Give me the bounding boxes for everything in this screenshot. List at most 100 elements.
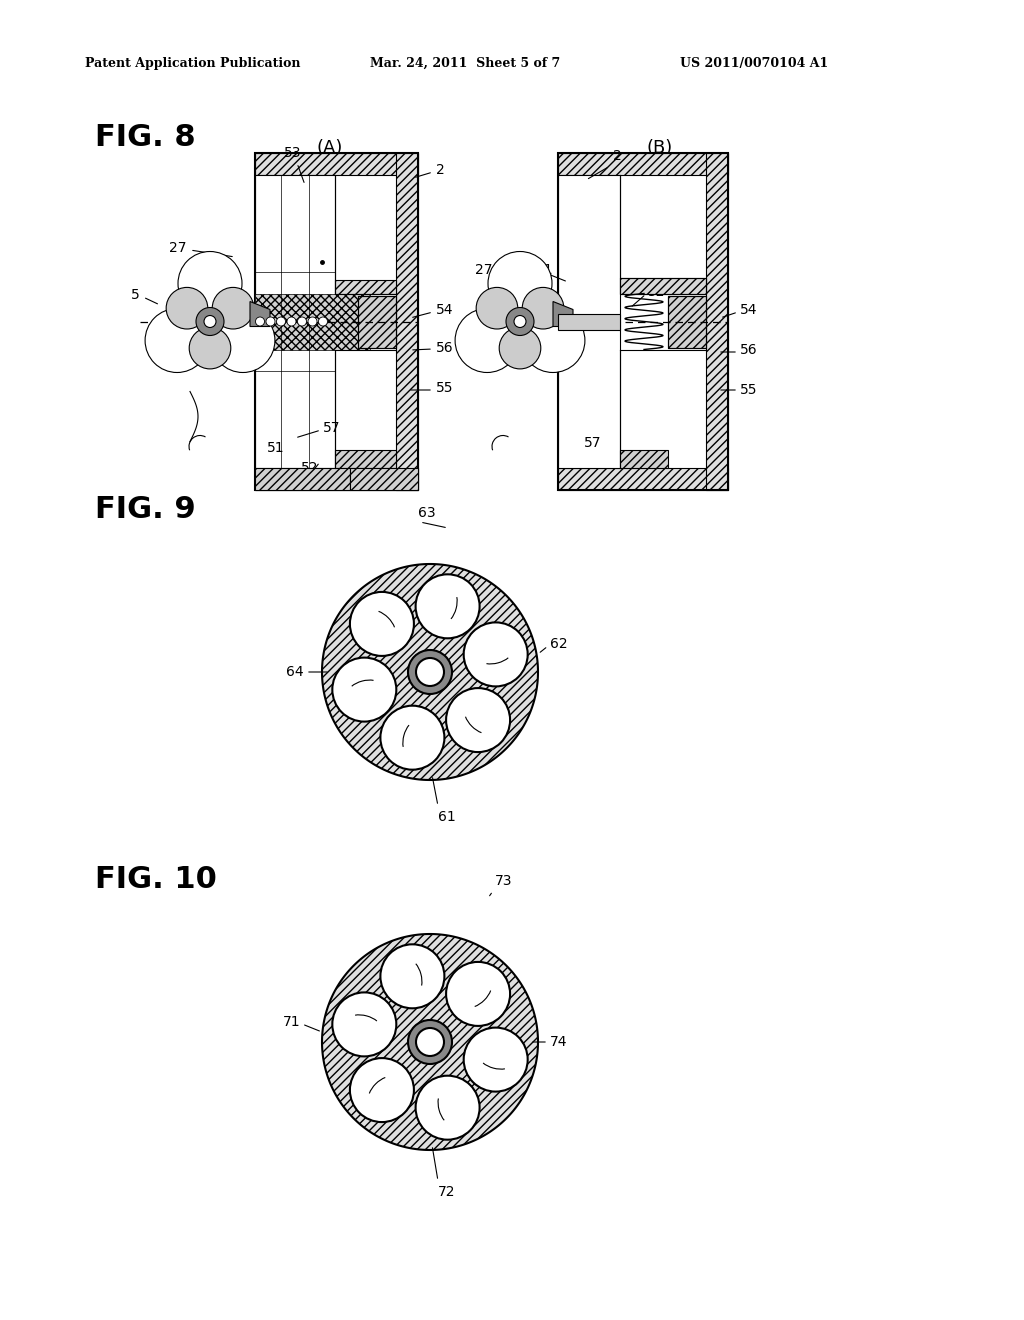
Text: 5: 5 [459,348,468,362]
Circle shape [464,1027,527,1092]
Text: 72: 72 [438,1185,456,1199]
Circle shape [408,649,452,694]
Polygon shape [553,301,573,326]
Circle shape [416,1028,444,1056]
Text: 27: 27 [170,242,187,255]
Text: 51: 51 [536,263,554,277]
Circle shape [196,308,224,335]
Circle shape [446,688,510,752]
Text: 57: 57 [585,436,602,450]
Circle shape [506,308,534,335]
Circle shape [178,252,242,315]
Bar [255,469,350,490]
Circle shape [408,1020,452,1064]
Circle shape [166,288,208,329]
Circle shape [189,327,230,368]
Bar [668,296,706,347]
Polygon shape [322,564,538,780]
Circle shape [464,623,527,686]
Bar [255,293,370,350]
Circle shape [333,993,396,1056]
Text: 56: 56 [740,343,758,356]
Text: 51: 51 [267,441,285,455]
Circle shape [455,309,519,372]
Circle shape [256,317,264,326]
Text: 53: 53 [285,147,302,160]
Bar [255,153,418,490]
Circle shape [350,1059,414,1122]
Circle shape [488,252,552,315]
Circle shape [211,309,274,372]
Circle shape [276,317,286,326]
Bar [620,277,706,293]
Circle shape [522,288,564,329]
Bar [358,296,396,347]
Circle shape [318,317,328,326]
Text: 74: 74 [550,1035,567,1049]
Circle shape [145,309,209,372]
Circle shape [287,317,296,326]
Text: 2: 2 [436,162,444,177]
Circle shape [308,317,317,326]
Bar [558,153,728,490]
Bar [255,176,335,469]
Bar [358,296,396,347]
Text: 63: 63 [418,506,435,520]
Circle shape [416,574,479,639]
Text: 56: 56 [436,341,454,355]
Circle shape [521,309,585,372]
Text: US 2011/0070104 A1: US 2011/0070104 A1 [680,57,828,70]
Text: 2: 2 [613,149,622,162]
Bar [668,296,706,347]
Circle shape [204,315,216,327]
Text: FIG. 10: FIG. 10 [95,866,217,895]
Circle shape [514,315,526,327]
Text: Mar. 24, 2011  Sheet 5 of 7: Mar. 24, 2011 Sheet 5 of 7 [370,57,560,70]
Bar [255,153,418,176]
Circle shape [380,944,444,1008]
Text: 54: 54 [740,304,758,317]
Text: Patent Application Publication: Patent Application Publication [85,57,300,70]
Bar [706,153,728,490]
Bar [558,469,728,490]
Polygon shape [250,301,270,326]
Circle shape [446,962,510,1026]
Circle shape [350,591,414,656]
Text: 52: 52 [301,461,318,475]
Text: 64: 64 [287,665,304,678]
Bar [335,450,396,469]
Bar [350,469,418,490]
Bar [620,277,706,293]
Circle shape [298,317,306,326]
Text: (B): (B) [647,139,673,157]
Circle shape [476,288,518,329]
Bar [558,153,728,176]
Bar [335,280,396,293]
Text: 61: 61 [438,810,456,824]
Bar [620,450,668,469]
Circle shape [266,317,275,326]
Text: 5: 5 [131,288,140,302]
Circle shape [416,1076,479,1139]
Circle shape [416,657,444,686]
Text: 54: 54 [436,304,454,317]
Text: FIG. 9: FIG. 9 [95,495,196,524]
Text: 55: 55 [436,381,454,395]
Text: 52: 52 [648,285,666,300]
Text: 62: 62 [550,638,567,651]
Bar [558,176,620,469]
Text: 57: 57 [323,421,341,436]
Text: 27: 27 [475,263,493,277]
Circle shape [500,327,541,368]
Circle shape [212,288,254,329]
Text: 71: 71 [283,1015,300,1030]
Bar [558,314,620,330]
Bar [255,469,418,490]
Text: 73: 73 [495,874,512,888]
Text: FIG. 8: FIG. 8 [95,124,196,153]
Polygon shape [322,935,538,1150]
Bar [396,153,418,490]
Circle shape [380,706,444,770]
Text: 55: 55 [740,383,758,397]
Circle shape [333,657,396,722]
